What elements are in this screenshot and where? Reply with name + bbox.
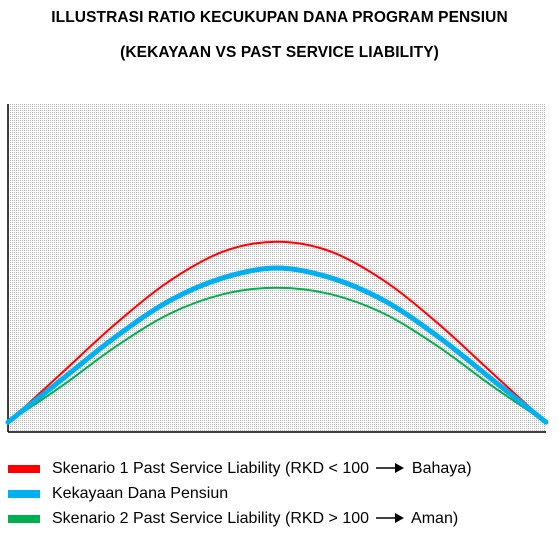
chart-svg xyxy=(5,104,549,433)
right-arrow-icon xyxy=(376,513,405,524)
series-line-1 xyxy=(7,240,547,424)
right-arrow-icon xyxy=(376,463,405,474)
legend-label-1: Skenario 1 Past Service Liability (RKD <… xyxy=(52,460,472,478)
legend-label-text: Skenario 1 Past Service Liability (RKD <… xyxy=(52,459,374,477)
legend-item-3: Skenario 2 Past Service Liability (RKD >… xyxy=(8,506,472,531)
legend-swatch-2 xyxy=(8,489,40,498)
legend-label-3: Skenario 2 Past Service Liability (RKD >… xyxy=(52,510,458,528)
legend-label-2: Kekayaan Dana Pensiun xyxy=(52,485,228,503)
series-line-2 xyxy=(5,265,549,425)
legend-item-2: Kekayaan Dana Pensiun xyxy=(8,481,472,506)
legend-label-text: Skenario 2 Past Service Liability (RKD >… xyxy=(52,509,374,527)
legend-label-text: Kekayaan Dana Pensiun xyxy=(52,484,229,502)
legend-item-1: Skenario 1 Past Service Liability (RKD <… xyxy=(8,456,472,481)
legend-swatch-1 xyxy=(8,464,40,473)
series-line-3 xyxy=(7,286,547,424)
legend-swatch-3 xyxy=(8,514,40,523)
legend: Skenario 1 Past Service Liability (RKD <… xyxy=(8,456,472,531)
legend-label-text: Bahaya) xyxy=(407,459,472,477)
chart-title-line2: (KEKAYAAN VS PAST SERVICE LIABILITY) xyxy=(120,44,439,61)
chart-title-line1: ILLUSTRASI RATIO KECUKUPAN DANA PROGRAM … xyxy=(51,9,508,26)
series-layer xyxy=(5,240,549,425)
legend-label-text: Aman) xyxy=(407,509,459,527)
